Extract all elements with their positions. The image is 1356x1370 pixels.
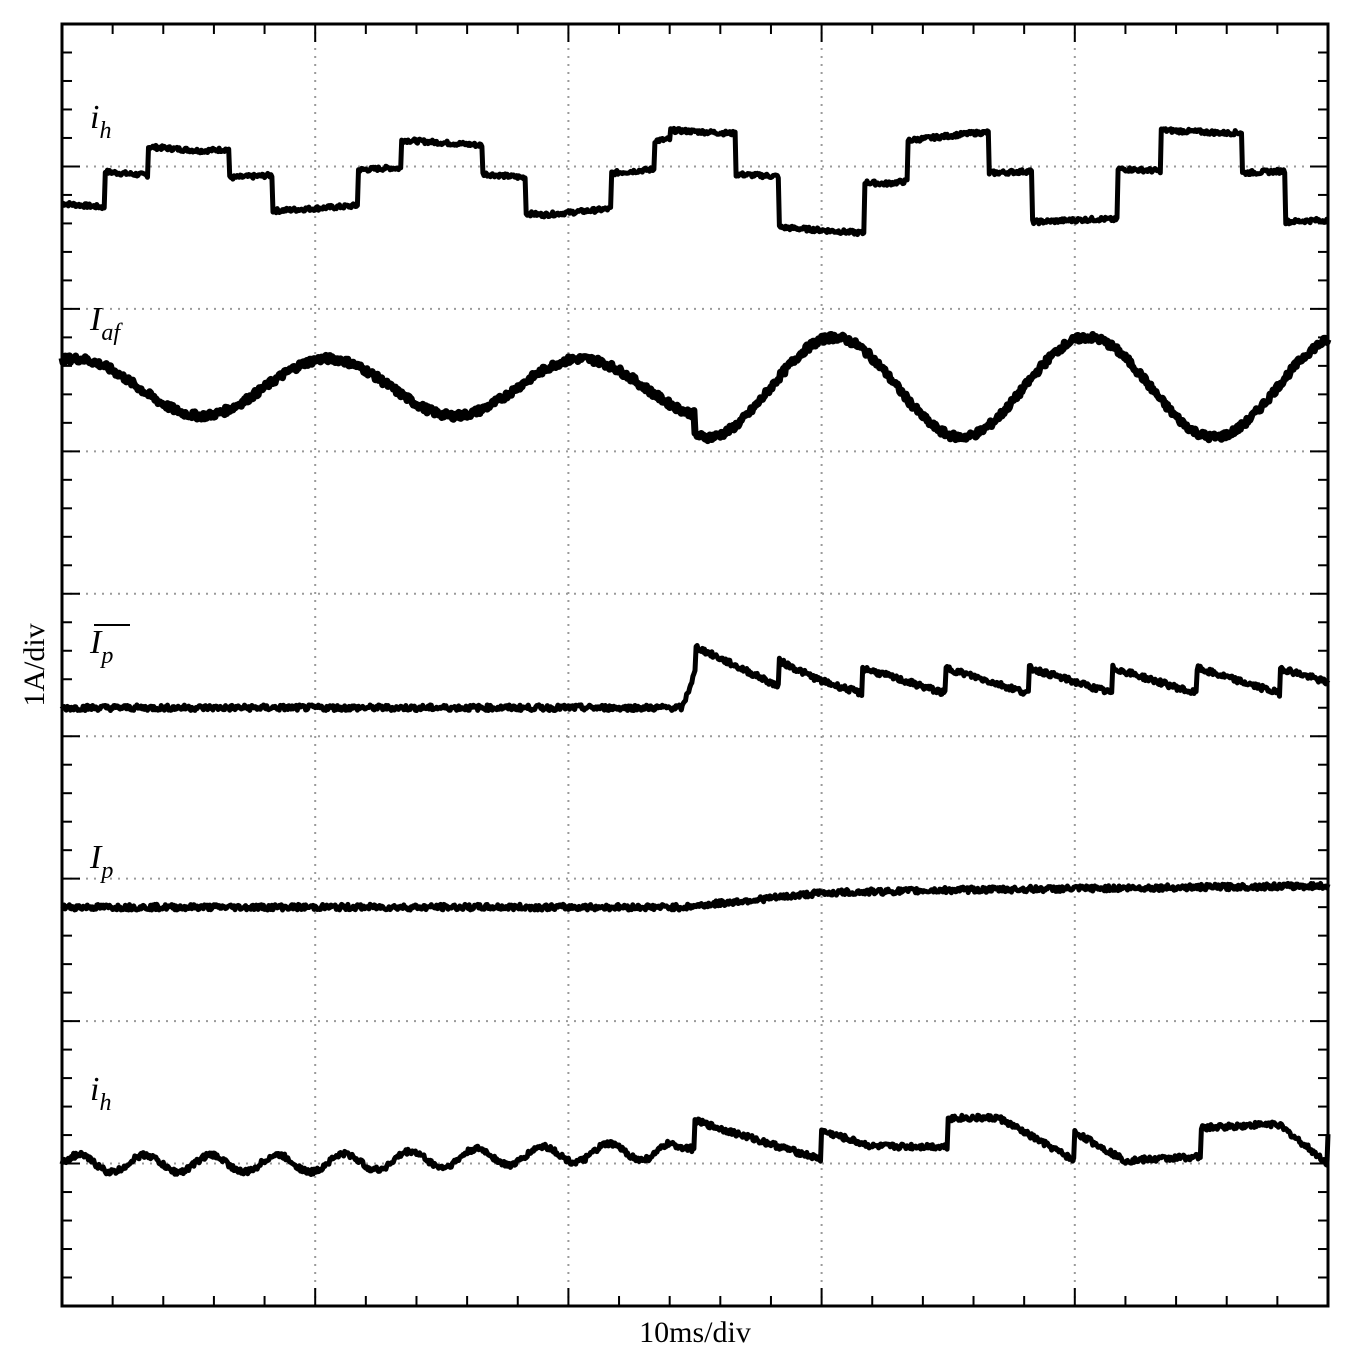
trace-line-I_p bbox=[60, 880, 1331, 913]
trace-label-sub: p bbox=[99, 643, 113, 669]
trace-label-sub: p bbox=[99, 858, 113, 884]
trace-label-sub: h bbox=[99, 118, 111, 144]
plot-frame bbox=[60, 22, 1330, 1308]
waveform-traces bbox=[58, 125, 1332, 1177]
trace-label-main: i bbox=[90, 1071, 99, 1108]
trace-label-I_p_avg: Ip bbox=[89, 624, 113, 669]
trace-label-sub: h bbox=[99, 1090, 111, 1116]
trace-label-main: I bbox=[89, 624, 103, 661]
trace-line-i_h bbox=[60, 125, 1330, 238]
trace-label-main: i bbox=[90, 99, 99, 136]
trace-label-sub: af bbox=[101, 320, 123, 346]
trace-label-i_h_out: ih bbox=[90, 1071, 111, 1116]
trace-label-I_af: Iaf bbox=[89, 301, 123, 346]
trace-line-I_p_avg bbox=[59, 643, 1331, 713]
trace-label-main: I bbox=[89, 301, 103, 338]
trace-label-i_h: ih bbox=[90, 99, 111, 144]
trace-label-main: I bbox=[89, 839, 103, 876]
grid-lines bbox=[62, 24, 1328, 1306]
trace-line-i_h_out bbox=[59, 1112, 1331, 1177]
y-axis-label: 1A/div bbox=[18, 623, 51, 706]
x-axis-label: 10ms/div bbox=[639, 1316, 751, 1349]
trace-line-I_af bbox=[58, 331, 1332, 445]
trace-label-I_p: Ip bbox=[89, 839, 113, 884]
